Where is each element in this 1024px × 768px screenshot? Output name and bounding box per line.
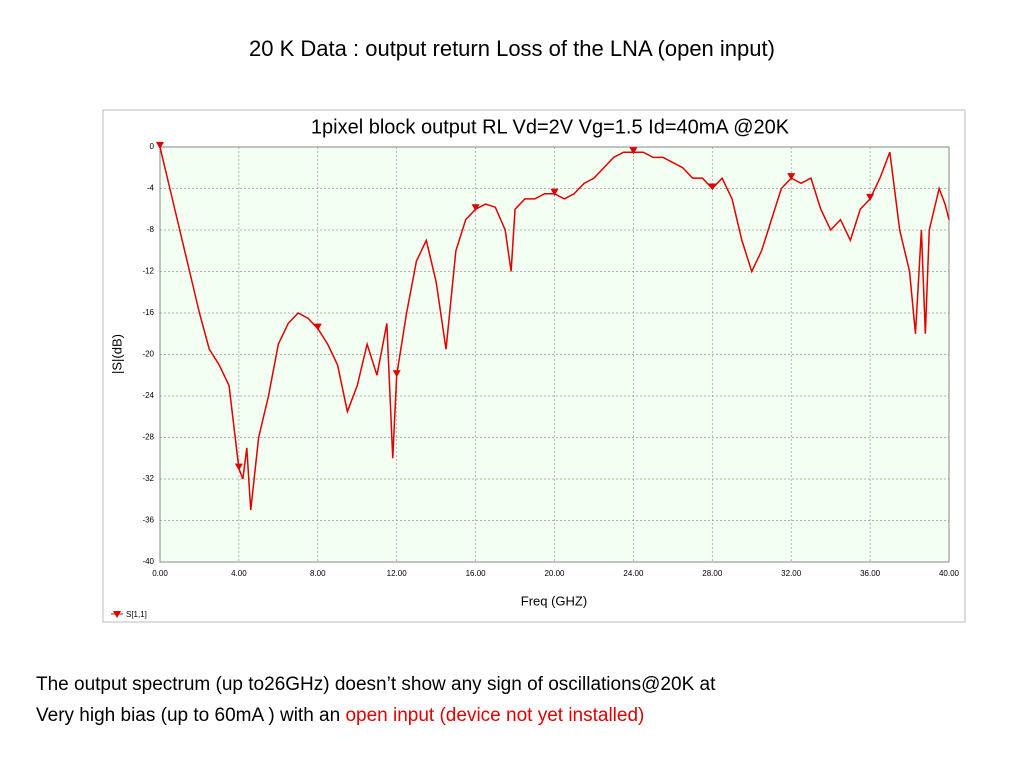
series-marker bbox=[392, 370, 401, 378]
x-tick-label: 8.00 bbox=[310, 569, 326, 578]
series-marker bbox=[629, 147, 638, 155]
y-axis-label: |S|(dB) bbox=[109, 334, 124, 374]
series-marker bbox=[708, 183, 717, 191]
series-marker bbox=[787, 173, 796, 181]
y-tick-label: -28 bbox=[142, 433, 154, 442]
x-tick-label: 0.00 bbox=[152, 569, 168, 578]
plot-border bbox=[159, 146, 950, 563]
x-tick-label: 28.00 bbox=[702, 569, 723, 578]
x-tick-label: 16.00 bbox=[466, 569, 487, 578]
series-line bbox=[159, 146, 950, 511]
series-marker bbox=[156, 142, 164, 149]
series-marker bbox=[550, 188, 559, 196]
slide-title: 20 K Data : output return Loss of the LN… bbox=[249, 36, 775, 61]
y-tick-label: -24 bbox=[142, 391, 154, 400]
x-tick-label: 4.00 bbox=[231, 569, 247, 578]
x-tick-label: 12.00 bbox=[387, 569, 408, 578]
y-tick-label: 0 bbox=[150, 142, 155, 151]
legend-label: S[1,1] bbox=[126, 610, 147, 619]
series-marker bbox=[866, 193, 875, 201]
y-tick-label: -12 bbox=[142, 267, 154, 276]
series-marker bbox=[313, 323, 322, 331]
y-tick-label: -20 bbox=[142, 350, 154, 359]
x-tick-label: 32.00 bbox=[781, 569, 802, 578]
y-tick-label: -8 bbox=[147, 225, 155, 234]
x-tick-label: 40.00 bbox=[939, 569, 960, 578]
series-marker bbox=[234, 463, 243, 471]
caption-line: The output spectrum (up to26GHz) doesn’t… bbox=[36, 674, 716, 695]
caption-line: Very high bias (up to 60mA ) with an ope… bbox=[36, 705, 644, 726]
y-tick-label: -16 bbox=[142, 308, 154, 317]
y-tick-label: -36 bbox=[142, 516, 154, 525]
chart-title: 1pixel block output RL Vd=2V Vg=1.5 Id=4… bbox=[311, 116, 790, 138]
caption-text: Very high bias (up to 60mA ) with an bbox=[36, 705, 345, 726]
x-tick-label: 20.00 bbox=[544, 569, 565, 578]
y-tick-label: -32 bbox=[142, 474, 154, 483]
x-tick-label: 24.00 bbox=[623, 569, 644, 578]
caption-highlight: open input (device not yet installed) bbox=[345, 705, 644, 726]
x-tick-label: 36.00 bbox=[860, 569, 881, 578]
y-tick-label: -4 bbox=[147, 184, 155, 193]
x-axis-label: Freq (GHZ) bbox=[521, 593, 587, 608]
y-tick-label: -40 bbox=[142, 557, 154, 566]
series-marker bbox=[471, 204, 480, 212]
